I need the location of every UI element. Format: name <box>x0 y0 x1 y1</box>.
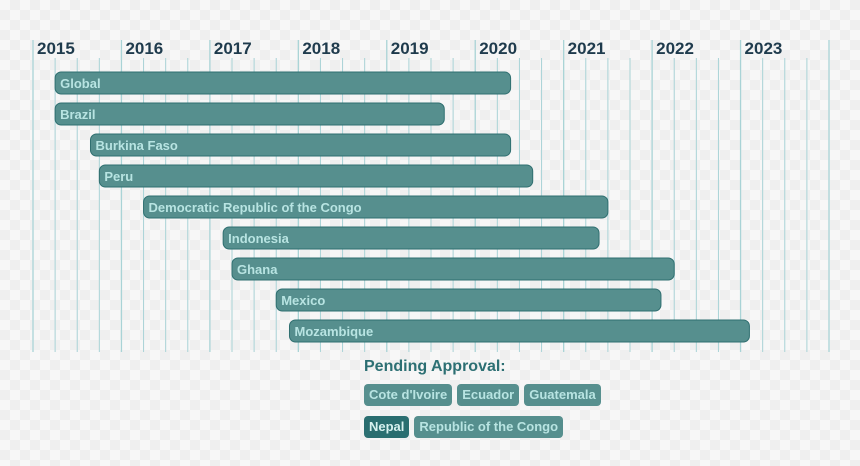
pending-row: Nepal Republic of the Congo <box>364 416 601 438</box>
bar-label: Ghana <box>237 262 278 277</box>
year-label: 2016 <box>125 39 163 58</box>
pending-chip: Ecuador <box>457 384 520 406</box>
bar-label: Mozambique <box>294 324 373 339</box>
pending-chip: Cote d'Ivoire <box>364 384 453 406</box>
pending-chip: Nepal <box>364 416 410 438</box>
pending-approval: Pending Approval: Cote d'Ivoire Ecuador Gu… <box>364 356 601 448</box>
bar-label: Democratic Republic of the Congo <box>149 200 362 215</box>
bar <box>143 195 609 219</box>
bar <box>54 71 512 95</box>
bar-label: Burkina Faso <box>95 138 177 153</box>
timeline-chart: 2015 2016 2017 2018 2019 2020 2021 2022 2023 Glo… <box>32 39 830 352</box>
bar <box>222 226 600 250</box>
year-label: 2019 <box>391 39 429 58</box>
year-labels: 2015 2016 2017 2018 2019 2020 2021 2022 2023 <box>37 39 782 58</box>
pending-chip: Republic of the Congo <box>414 416 564 438</box>
year-label: 2017 <box>214 39 252 58</box>
bar <box>98 164 534 188</box>
bar-label: Peru <box>104 169 133 184</box>
year-label: 2018 <box>302 39 340 58</box>
pending-chip: Guatemala <box>524 384 601 406</box>
bar-label: Brazil <box>60 107 95 122</box>
bars: Global Brazil Burkina Faso Peru Democratic R… <box>54 71 750 343</box>
year-label: 2015 <box>37 39 75 58</box>
pending-chips: Cote d'Ivoire Ecuador Guatemala Nepal Republ… <box>364 384 601 438</box>
bar <box>54 102 445 126</box>
year-label: 2023 <box>745 39 783 58</box>
bar-label: Mexico <box>281 293 325 308</box>
bar-label: Global <box>60 76 100 91</box>
year-label: 2021 <box>568 39 606 58</box>
pending-row: Cote d'Ivoire Ecuador Guatemala <box>364 384 601 406</box>
bar <box>231 257 675 281</box>
pending-title: Pending Approval: <box>364 358 506 375</box>
bar <box>288 319 750 343</box>
year-label: 2022 <box>656 39 694 58</box>
bar <box>275 288 662 312</box>
bar-label: Indonesia <box>228 231 289 246</box>
bar <box>89 133 512 157</box>
year-label: 2020 <box>479 39 517 58</box>
